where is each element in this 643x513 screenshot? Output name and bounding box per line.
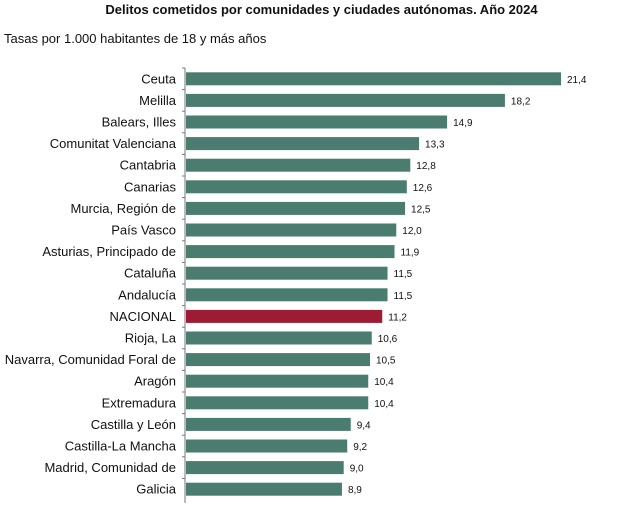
bar (186, 309, 383, 323)
category-label: Comunitat Valenciana (50, 136, 177, 151)
category-label: Navarra, Comunidad Foral de (5, 352, 176, 367)
category-label: Asturias, Principado de (42, 244, 176, 259)
category-label: Rioja, La (125, 331, 177, 346)
category-label: Andalucía (118, 287, 177, 302)
data-label: 18,2 (511, 96, 531, 107)
category-label: Castilla y León (91, 417, 176, 432)
category-label: Murcia, Región de (71, 201, 177, 216)
category-label: Madrid, Comunidad de (44, 460, 176, 475)
data-label: 11,5 (394, 269, 413, 280)
bar (186, 417, 351, 431)
bar (186, 201, 406, 215)
bar (186, 288, 388, 302)
chart-title: Delitos cometidos por comunidades y ciud… (105, 2, 538, 17)
category-label: Balears, Illes (102, 115, 177, 130)
data-label: 12,8 (416, 161, 436, 172)
data-label: 12,5 (411, 204, 431, 215)
category-label: NACIONAL (110, 309, 176, 324)
data-label: 12,6 (413, 183, 433, 194)
bar (186, 266, 388, 280)
category-label: Castilla-La Mancha (65, 439, 177, 454)
category-label: Aragón (134, 374, 176, 389)
bar (186, 72, 561, 86)
data-label: 11,2 (388, 312, 407, 323)
category-label: Canarias (124, 179, 177, 194)
chart-subtitle: Tasas por 1.000 habitantes de 18 y más a… (4, 31, 267, 46)
data-label: 21,4 (567, 75, 587, 86)
category-label: Ceuta (141, 71, 176, 86)
data-label: 9,0 (350, 464, 364, 475)
bar (186, 93, 505, 107)
data-label: 11,5 (394, 291, 413, 302)
category-label: Cataluña (124, 266, 177, 281)
data-label: 10,4 (374, 399, 394, 410)
category-label: Galicia (136, 482, 177, 497)
bar (186, 461, 344, 475)
category-label: Extremadura (102, 395, 177, 410)
bar (186, 374, 369, 388)
data-label: 13,3 (425, 140, 445, 151)
data-label: 8,9 (348, 485, 362, 496)
bar (186, 331, 372, 345)
bar (186, 353, 370, 367)
category-label: Cantabria (120, 158, 177, 173)
data-label: 9,2 (353, 442, 367, 453)
data-label: 10,5 (376, 356, 396, 367)
bar (186, 396, 369, 410)
bar (186, 439, 348, 453)
bar (186, 115, 448, 129)
bar (186, 158, 411, 172)
bar (186, 180, 407, 194)
data-label: 9,4 (357, 420, 371, 431)
data-label: 10,4 (374, 377, 394, 388)
category-label: País Vasco (111, 223, 176, 238)
category-label: Melilla (139, 93, 177, 108)
bar (186, 223, 397, 237)
data-label: 10,6 (378, 334, 398, 345)
bar (186, 245, 395, 259)
data-label: 12,0 (402, 226, 422, 237)
data-label: 14,9 (453, 118, 473, 129)
data-label: 11,9 (401, 248, 420, 259)
bar (186, 482, 342, 496)
bar (186, 137, 420, 151)
